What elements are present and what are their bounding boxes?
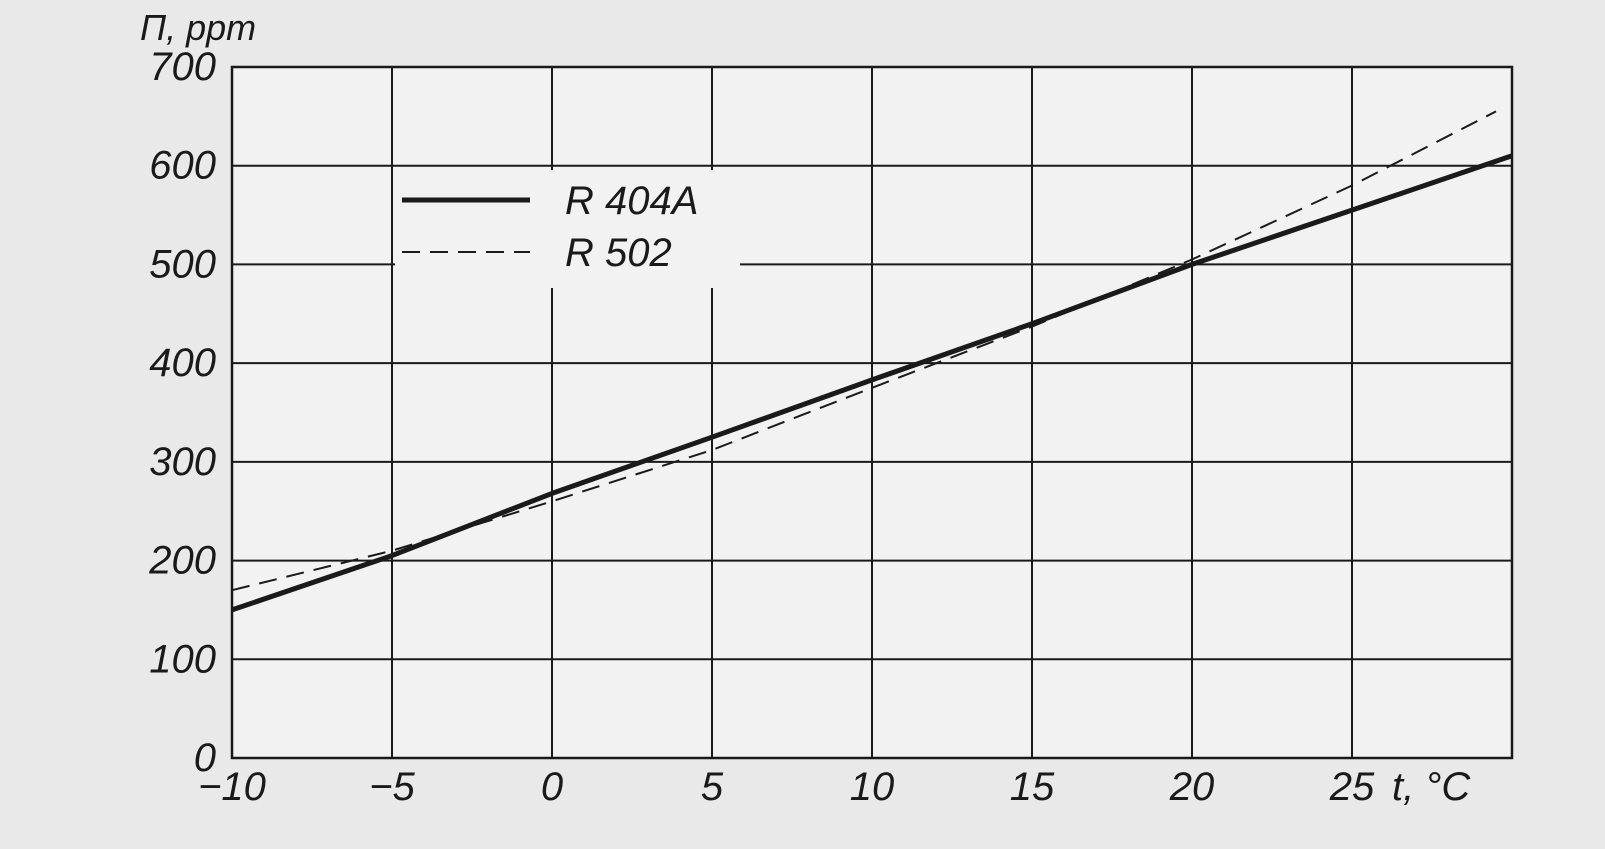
x-tick-label: 0 <box>541 765 563 809</box>
series-line-r404a <box>231 153 1513 613</box>
x-tick-label: 20 <box>1169 765 1215 809</box>
series <box>231 110 1513 613</box>
legend: R 404A R 502 <box>395 170 740 288</box>
y-tick-label: 0 <box>194 736 216 780</box>
y-tick-label: 400 <box>149 341 216 385</box>
legend-label-r502: R 502 <box>565 231 672 275</box>
tick-labels: −10 −5 0 5 10 15 20 25 0 100 200 300 400 500 600 700 <box>148 45 1375 809</box>
y-tick-label: 700 <box>149 45 216 89</box>
legend-label-r404a: R 404A <box>565 179 698 223</box>
x-axis-label: t, °C <box>1392 765 1471 809</box>
x-tick-label: 10 <box>850 765 895 809</box>
y-tick-label: 500 <box>149 242 216 286</box>
x-tick-label: 5 <box>701 765 724 809</box>
y-tick-label: 100 <box>149 637 216 681</box>
x-tick-label: −10 <box>198 765 266 809</box>
grid <box>232 67 1512 758</box>
legend-box <box>395 170 740 288</box>
y-tick-label: 200 <box>148 539 216 583</box>
y-axis-label: П, ppm <box>140 7 256 48</box>
y-tick-label: 600 <box>149 144 216 188</box>
x-tick-label: 15 <box>1010 765 1055 809</box>
y-tick-label: 300 <box>149 440 216 484</box>
series-line-r502 <box>231 110 1497 592</box>
plot-frame <box>230 65 1514 760</box>
x-tick-label: 25 <box>1329 765 1375 809</box>
x-tick-label: −5 <box>369 765 415 809</box>
